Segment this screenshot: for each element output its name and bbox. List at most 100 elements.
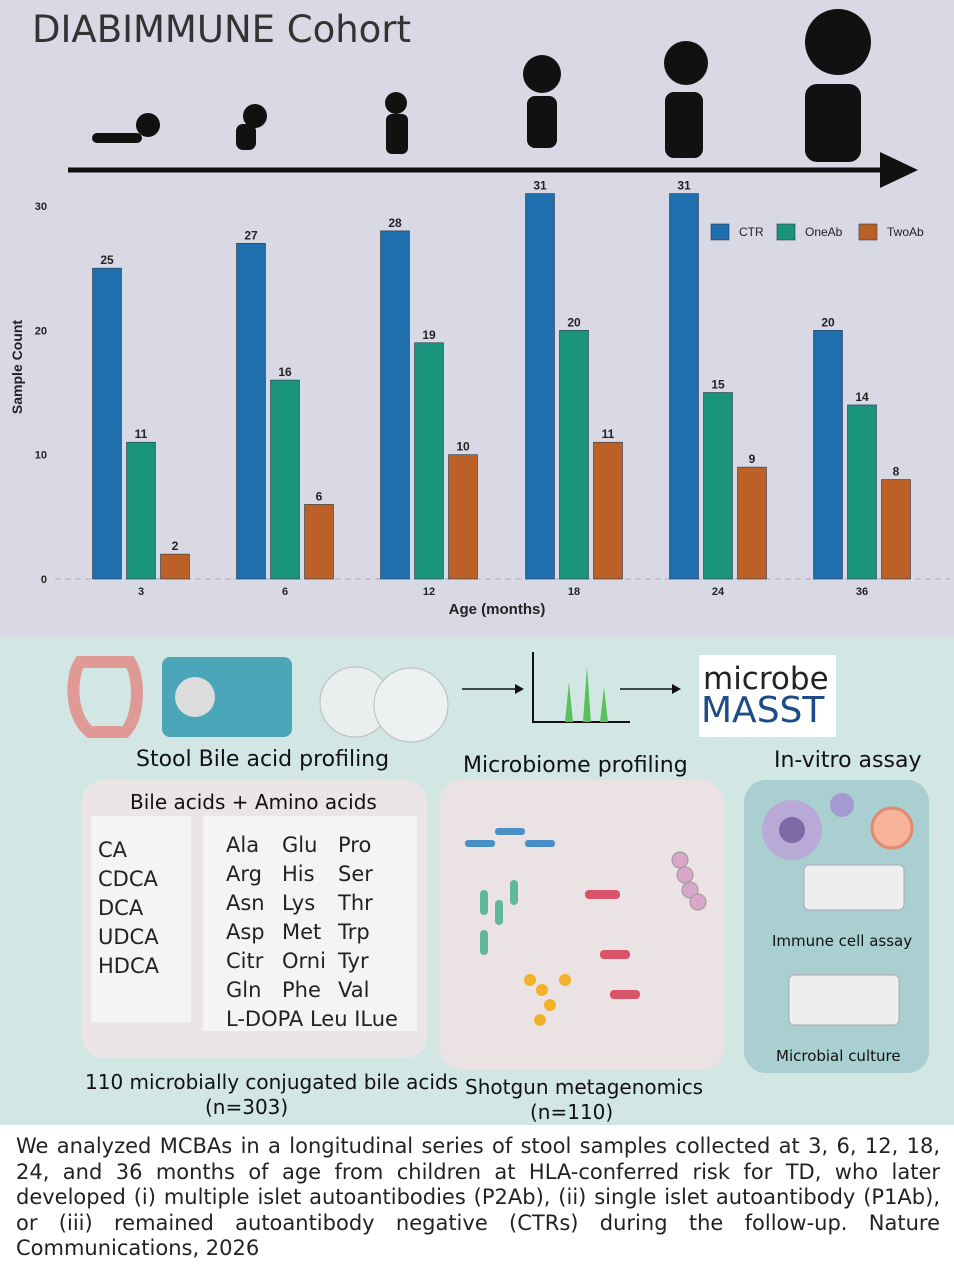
bar-ctr: [92, 267, 122, 580]
microbiome-profiling-label: Microbiome profiling: [463, 753, 688, 778]
y-tick-label: 20: [35, 325, 47, 337]
logo-text-top: microbe: [703, 661, 829, 697]
data-label: 11: [135, 427, 148, 441]
data-label: 8: [893, 465, 900, 479]
conjugated-n: (n=303): [205, 1095, 289, 1119]
bar-oneab: [703, 392, 733, 580]
shotgun-label: Shotgun metagenomics: [465, 1075, 704, 1099]
bar-oneab: [270, 379, 300, 580]
bar-oneab: [847, 404, 877, 580]
data-label: 28: [388, 216, 402, 230]
bar-ctr: [525, 193, 555, 580]
data-label: 19: [422, 328, 436, 342]
data-label: 27: [244, 228, 258, 242]
legend-label: TwoAb: [887, 225, 924, 239]
workflow-panel: microbe MASST Stool Bile acid profiling …: [0, 637, 954, 1125]
bar-twoab: [737, 466, 767, 580]
child-silhouettes-icon: [92, 9, 871, 162]
bar-ctr: [813, 330, 843, 580]
amino-acid-item: Orni: [282, 949, 326, 973]
invitro-box: Immune cell assay Microbial culture: [744, 780, 929, 1073]
data-label: 14: [855, 390, 869, 404]
immune-cell-assay-label: Immune cell assay: [772, 932, 913, 950]
x-tick-label: 3: [138, 586, 144, 598]
x-tick-label: 6: [282, 586, 288, 598]
workflow-illustrations: [67, 652, 836, 743]
amino-acid-item: Thr: [338, 891, 373, 915]
amino-acid-last-row: L-DOPA Leu ILue: [226, 1007, 398, 1031]
bar-twoab: [160, 553, 190, 580]
bar-twoab: [593, 441, 623, 580]
timeline-illustration: [68, 9, 918, 188]
amino-acid-item: Asn: [226, 891, 265, 915]
data-label: 20: [567, 315, 581, 329]
x-tick-label: 36: [856, 586, 868, 598]
legend-swatch-ctr: [710, 223, 730, 241]
y-tick-label: 0: [41, 574, 47, 586]
amino-acid-item: Ser: [338, 862, 373, 886]
microbemasst-logo: [699, 655, 836, 737]
bar-twoab: [448, 454, 478, 580]
bar-twoab: [881, 479, 911, 580]
amino-acid-list: Ala Glu Pro Arg His Ser Asn Lys Thr Asp Met Trp Citr…: [203, 816, 417, 1031]
bile-acid-item: DCA: [98, 896, 144, 920]
colon-icon: [67, 656, 143, 738]
bile-acid-item: HDCA: [98, 954, 159, 978]
x-tick-label: 18: [568, 586, 580, 598]
metagenomics-box: [440, 780, 724, 1070]
amino-acid-item: Gln: [226, 978, 262, 1002]
bacteria-icon: [465, 828, 707, 1026]
bar-oneab: [414, 342, 444, 580]
amino-acid-item: Met: [282, 920, 322, 944]
cells-and-plates-icon: [762, 793, 914, 1026]
amino-acid-item: Ala: [226, 833, 260, 857]
logo-text-bottom: MASST: [701, 690, 825, 731]
bile-acid-item: CA: [98, 838, 128, 862]
amino-acid-item: Pro: [338, 833, 372, 857]
amino-acid-item: Phe: [282, 978, 321, 1002]
conjugated-label: 110 microbially conjugated bile acids: [85, 1070, 459, 1094]
figure-caption: We analyzed MCBAs in a longitudinal seri…: [16, 1134, 940, 1260]
amino-acid-item: Glu: [282, 833, 318, 857]
shotgun-n: (n=110): [530, 1100, 614, 1124]
data-label: 31: [533, 179, 547, 193]
figure-title: DIABIMMUNE Cohort: [32, 8, 412, 51]
y-tick-label: 10: [35, 450, 47, 462]
data-label: 16: [278, 365, 292, 379]
amino-acid-item: Val: [338, 978, 370, 1002]
legend-swatch-twoab: [858, 223, 878, 241]
acids-header: Bile acids + Amino acids: [130, 790, 377, 814]
y-axis-label: Sample Count: [9, 320, 25, 414]
x-tick-label: 24: [712, 586, 725, 598]
data-label: 31: [677, 179, 691, 193]
data-label: 10: [456, 440, 470, 454]
legend-label: CTR: [739, 225, 764, 239]
data-label: 25: [100, 253, 114, 267]
amino-acid-item: Asp: [226, 920, 265, 944]
microbial-culture-label: Microbial culture: [776, 1047, 901, 1065]
acids-box: Bile acids + Amino acids CA CDCA DCA UDCA HD…: [82, 780, 427, 1058]
data-label: 15: [711, 378, 725, 392]
bar-twoab: [304, 504, 334, 580]
mass-spectrometer-icon: [162, 657, 292, 737]
bar-ctr: [669, 193, 699, 580]
data-label: 20: [821, 315, 835, 329]
bile-acid-item: CDCA: [98, 867, 158, 891]
timeline-arrowhead-icon: [880, 152, 918, 188]
amino-acid-item: Tyr: [338, 949, 369, 973]
data-label: 6: [316, 489, 323, 503]
bar-oneab: [126, 441, 156, 580]
amino-acid-item: Citr: [226, 949, 264, 973]
chromatogram-icon: [532, 652, 630, 723]
data-label: 9: [749, 452, 756, 466]
bar-ctr: [236, 243, 266, 580]
bile-acid-item: UDCA: [98, 925, 159, 949]
stool-profiling-label: Stool Bile acid profiling: [136, 747, 390, 772]
bile-acid-list: CA CDCA DCA UDCA HDCA: [91, 816, 191, 1022]
x-axis-label: Age (months): [449, 601, 546, 618]
legend-swatch-oneab: [776, 223, 796, 241]
in-vitro-label: In-vitro assay: [774, 748, 922, 773]
bar-oneab: [559, 330, 589, 580]
x-tick-label: 12: [423, 586, 435, 598]
